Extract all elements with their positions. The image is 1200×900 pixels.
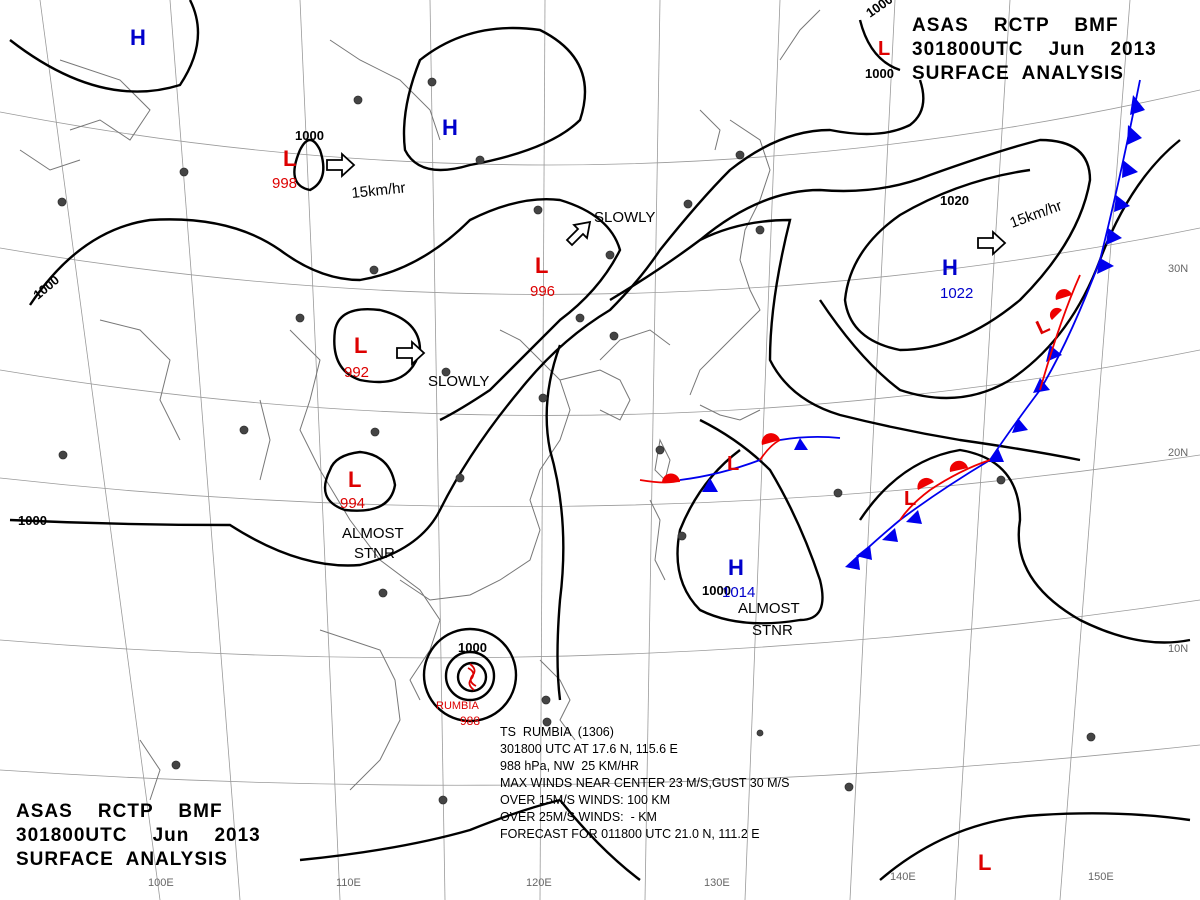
lon-labels: 100E 110E 120E 130E 140E 150E <box>148 871 1114 889</box>
typhoon-pressure: 988 <box>460 714 480 728</box>
warm-front-semicircles <box>661 289 1072 490</box>
lon-label: 130E <box>704 877 730 889</box>
header-title: SURFACE ANALYSIS <box>912 63 1124 84</box>
svg-text:L: L <box>978 850 991 875</box>
svg-text:L: L <box>727 453 739 475</box>
longitude-grid <box>39 0 1131 900</box>
isobar-labels: 1000 1000 1000 1000 1020 1000 1000 1000 <box>18 0 969 655</box>
typhoon-info-line: 988 hPa, NW 25 KM/HR <box>500 759 639 773</box>
low-pressure-center: L 992 <box>344 333 369 381</box>
isobar-label: 1000 <box>18 513 47 528</box>
svg-text:994: 994 <box>340 495 365 512</box>
movement-status-label: ALMOST <box>738 600 800 617</box>
cold-front-triangles <box>702 95 1145 570</box>
typhoon-symbol: RUMBIA 988 <box>436 663 480 728</box>
high-pressure-center: H 1014 <box>722 555 755 601</box>
header-title: SURFACE ANALYSIS <box>16 849 228 870</box>
isobars <box>9 0 1191 881</box>
low-pressure-center: L 994 <box>340 467 365 512</box>
lon-label: 150E <box>1088 871 1114 883</box>
station-plots <box>57 77 1096 805</box>
low-pressure-center: L 998 <box>272 146 297 192</box>
pressure-systems: H H L 998 L 996 L 992 L 994 H 1022 H 101… <box>130 25 1053 875</box>
svg-text:H: H <box>728 555 744 580</box>
high-pressure-center: H 1022 <box>940 255 973 302</box>
svg-text:H: H <box>130 25 146 50</box>
tropical-storm-icon <box>467 663 477 691</box>
typhoon-info-line: TS RUMBIA (1306) <box>500 725 614 739</box>
lon-label: 140E <box>890 871 916 883</box>
lat-label: 30N <box>1168 263 1188 275</box>
typhoon-info-block: TS RUMBIA (1306) 301800 UTC AT 17.6 N, 1… <box>500 724 789 843</box>
header-time: 301800UTC Jun 2013 <box>912 39 1157 60</box>
svg-text:H: H <box>442 115 458 140</box>
isobar-label: 1000 <box>458 640 487 655</box>
svg-text:L: L <box>283 146 296 171</box>
lon-label: 100E <box>148 877 174 889</box>
typhoon-name: RUMBIA <box>436 700 479 712</box>
isobar-label: 1000 <box>295 128 324 143</box>
movement-status-label: STNR <box>752 622 793 639</box>
svg-text:996: 996 <box>530 283 555 300</box>
svg-text:L: L <box>354 333 367 358</box>
lat-label: 10N <box>1168 643 1188 655</box>
lon-label: 120E <box>526 877 552 889</box>
typhoon-info-line: 301800 UTC AT 17.6 N, 115.6 E <box>500 742 678 756</box>
movement-speed-label: 15km/hr <box>351 179 407 202</box>
typhoon-info-line: OVER 25M/S WINDS: - KM <box>500 810 657 824</box>
movement-status-label: STNR <box>354 545 395 562</box>
movement-status-label: ALMOST <box>342 525 404 542</box>
lon-label: 110E <box>336 877 361 889</box>
high-pressure-center: H <box>442 115 458 140</box>
low-pressure-center: L <box>727 453 739 475</box>
latitude-grid <box>0 89 1200 786</box>
coastlines <box>19 9 821 801</box>
isobar-label: 1000 <box>702 583 731 598</box>
lat-label: 20N <box>1168 447 1188 459</box>
svg-text:L: L <box>535 253 548 278</box>
svg-text:L: L <box>878 38 890 60</box>
high-pressure-center: H <box>130 25 146 50</box>
movement-slowly-label: SLOWLY <box>428 373 489 390</box>
low-pressure-center: L <box>904 488 916 510</box>
svg-text:1014: 1014 <box>722 584 755 601</box>
svg-text:L: L <box>904 488 916 510</box>
svg-text:998: 998 <box>272 175 297 192</box>
svg-text:L: L <box>348 467 361 492</box>
lat-labels: 30N 20N 10N <box>1168 263 1188 655</box>
chart-header-top: ASAS RCTP BMF 301800UTC Jun 2013 SURFACE… <box>912 14 1157 86</box>
header-time: 301800UTC Jun 2013 <box>16 825 261 846</box>
svg-text:1022: 1022 <box>940 285 973 302</box>
header-agency: ASAS RCTP BMF <box>912 15 1119 36</box>
isobar-label: 1000 <box>865 66 894 81</box>
movement-slowly-label: SLOWLY <box>594 209 655 226</box>
svg-text:992: 992 <box>344 364 369 381</box>
svg-text:H: H <box>942 255 958 280</box>
low-pressure-center: L <box>878 38 890 60</box>
header-agency: ASAS RCTP BMF <box>16 801 223 822</box>
typhoon-info-line: OVER 15M/S WINDS: 100 KM <box>500 793 671 807</box>
typhoon-circles <box>422 627 518 723</box>
isobar-label: 1020 <box>940 193 969 208</box>
typhoon-info-line: MAX WINDS NEAR CENTER 23 M/S,GUST 30 M/S <box>500 776 790 790</box>
movement-arrows <box>326 151 1007 367</box>
typhoon-info-line: FORECAST FOR 011800 UTC 21.0 N, 111.2 E <box>500 827 760 841</box>
chart-header-bottom: ASAS RCTP BMF 301800UTC Jun 2013 SURFACE… <box>16 800 261 872</box>
low-pressure-center: L <box>978 850 991 875</box>
low-pressure-center: L 996 <box>530 253 555 300</box>
